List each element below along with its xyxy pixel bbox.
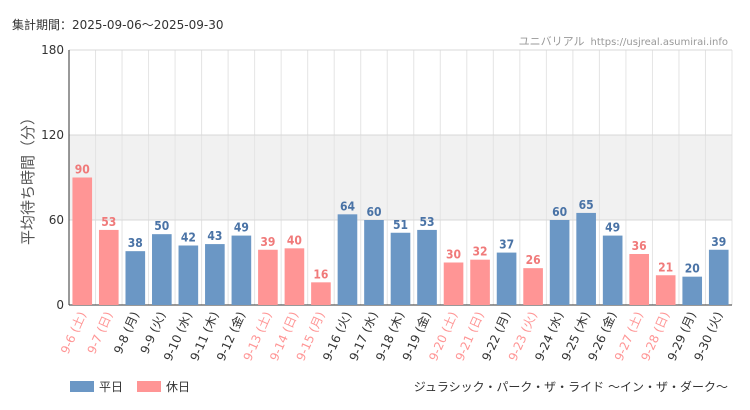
bar <box>284 248 305 305</box>
bar <box>470 259 490 305</box>
bar-value-label: 49 <box>234 221 249 235</box>
bar-value-label: 50 <box>154 219 169 233</box>
bar-value-label: 39 <box>711 235 726 249</box>
bar <box>390 232 411 305</box>
bar-value-label: 37 <box>499 238 514 252</box>
bar <box>72 177 93 305</box>
bar <box>443 262 464 305</box>
bar <box>98 229 119 305</box>
bar-value-label: 90 <box>75 163 90 177</box>
bar-value-label: 20 <box>685 262 700 276</box>
bar <box>576 212 596 305</box>
legend-label-weekday: 平日 <box>99 380 124 394</box>
attraction-name: ジュラシック・パーク・ザ・ライド 〜イン・ザ・ダーク〜 <box>413 380 728 394</box>
bar-value-label: 32 <box>473 245 488 259</box>
bar-value-label: 39 <box>260 235 275 249</box>
bar <box>125 251 146 305</box>
y-tick-label: 0 <box>56 298 64 312</box>
legend-item-holiday: 休日 <box>137 378 190 395</box>
bar-value-label: 53 <box>420 215 435 229</box>
y-tick-label: 120 <box>41 128 64 142</box>
bar-value-label: 60 <box>552 205 567 219</box>
site-name: ユニバリアル <box>518 35 585 48</box>
bar <box>178 245 199 305</box>
site-credit: ユニバリアル https://usjreal.asumirai.info <box>519 33 728 49</box>
bar <box>708 249 729 305</box>
bar <box>152 234 172 305</box>
highlight-band <box>69 135 732 220</box>
bar <box>417 229 437 305</box>
period-label: 集計期間：2025-09-06〜2025-09-30 <box>12 18 224 32</box>
bar <box>258 249 278 305</box>
bar <box>549 220 570 305</box>
bar-value-label: 49 <box>605 221 620 235</box>
bar-value-label: 43 <box>207 229 222 243</box>
bar-value-label: 38 <box>128 236 143 250</box>
legend-swatch-holiday <box>137 381 162 392</box>
bar-value-label: 21 <box>658 260 673 274</box>
bar-value-label: 65 <box>579 198 594 212</box>
bar <box>629 254 649 305</box>
bar <box>682 276 703 305</box>
bar-value-label: 64 <box>340 199 356 213</box>
bar <box>602 235 623 305</box>
bar-value-label: 42 <box>181 231 196 245</box>
bar-value-label: 53 <box>101 215 116 229</box>
bar-value-label: 30 <box>446 248 461 262</box>
bar-value-label: 40 <box>287 233 302 247</box>
bar-value-label: 16 <box>313 267 328 281</box>
y-axis-label: 平均待ち時間（分） <box>19 110 37 245</box>
bar-value-label: 60 <box>366 205 381 219</box>
legend-label-holiday: 休日 <box>166 380 191 394</box>
bar <box>496 252 517 305</box>
y-tick-label: 180 <box>41 43 64 57</box>
bar <box>311 282 331 305</box>
chart-legend: 平日 休日 <box>70 378 190 395</box>
bar <box>231 235 252 305</box>
bar <box>523 268 543 305</box>
bar <box>337 214 358 305</box>
legend-item-weekday: 平日 <box>70 378 123 395</box>
bar <box>205 244 225 305</box>
legend-swatch-weekday <box>70 381 94 392</box>
bar <box>364 220 384 305</box>
bar <box>655 275 676 305</box>
bar-value-label: 26 <box>526 253 541 267</box>
bar-value-label: 36 <box>632 239 647 253</box>
site-url: https://usjreal.asumirai.info <box>590 37 728 48</box>
bar-value-label: 51 <box>393 218 408 232</box>
y-tick-label: 60 <box>49 213 64 227</box>
